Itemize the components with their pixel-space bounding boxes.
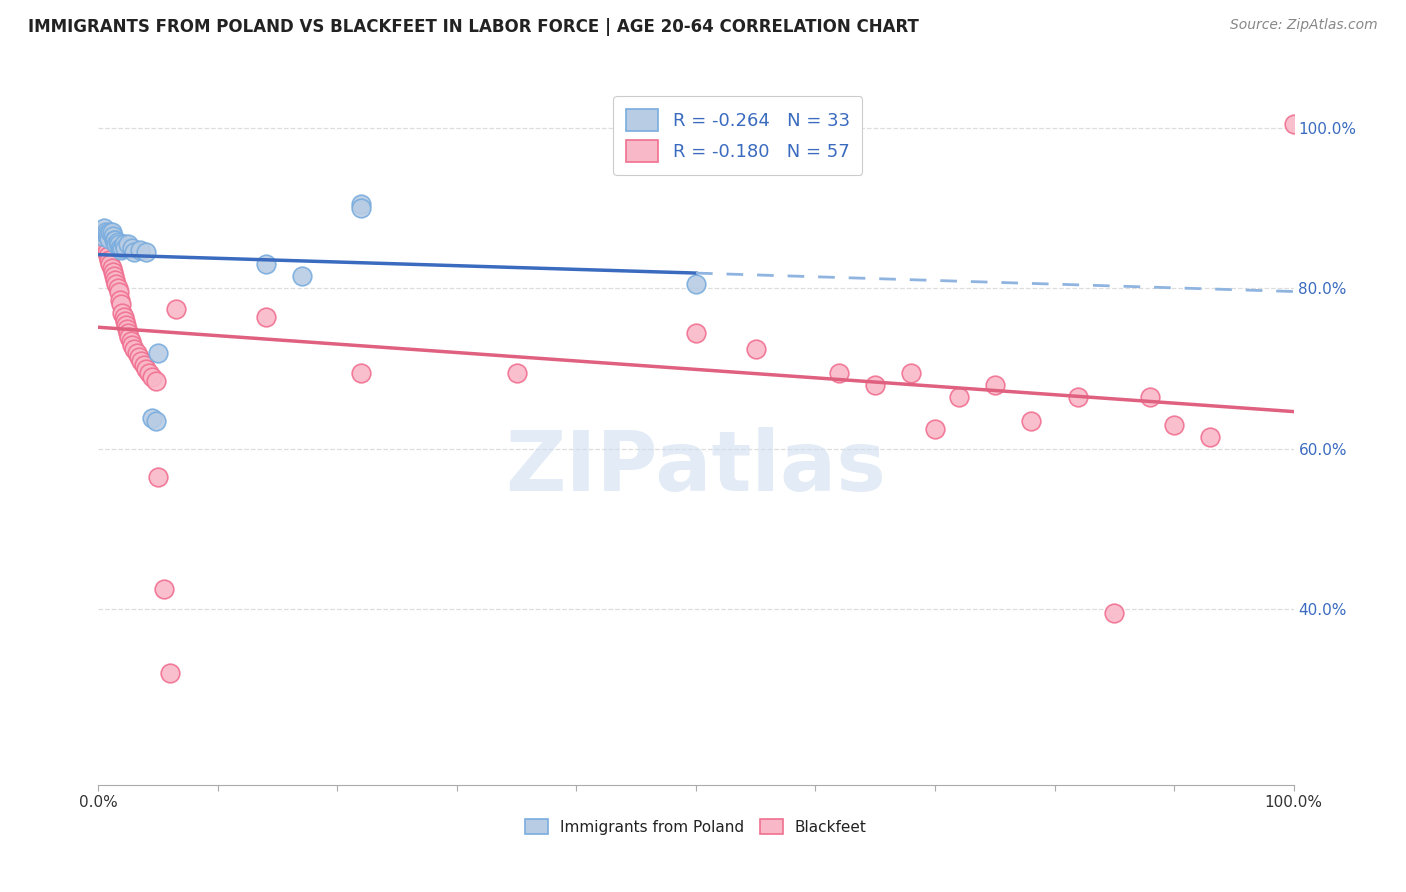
Point <box>93 237 115 252</box>
Point <box>105 237 128 252</box>
Point <box>1019 414 1042 428</box>
Point <box>98 257 122 271</box>
Point <box>101 265 124 279</box>
Point <box>129 243 152 257</box>
Point <box>350 202 373 216</box>
Point <box>145 374 167 388</box>
Point <box>104 273 127 287</box>
Point <box>112 237 135 252</box>
Legend: Immigrants from Poland, Blackfeet: Immigrants from Poland, Blackfeet <box>519 813 873 841</box>
Point <box>118 329 141 343</box>
Point <box>145 414 167 428</box>
Point <box>1067 390 1090 404</box>
Point <box>121 337 143 351</box>
Point <box>128 350 150 364</box>
Point <box>112 310 135 324</box>
Point <box>1199 429 1222 443</box>
Point <box>350 366 373 380</box>
Point <box>108 293 131 308</box>
Point <box>1139 390 1161 404</box>
Point <box>101 229 124 244</box>
Point <box>135 245 157 260</box>
Point <box>114 313 136 327</box>
Point <box>103 269 125 284</box>
Point <box>138 366 160 380</box>
Point <box>125 345 148 359</box>
Point <box>91 229 114 244</box>
Point <box>124 342 146 356</box>
Text: Source: ZipAtlas.com: Source: ZipAtlas.com <box>1230 18 1378 32</box>
Point <box>114 242 136 256</box>
Point <box>900 366 922 380</box>
Point <box>159 665 181 680</box>
Point <box>254 257 277 271</box>
Point <box>96 245 118 260</box>
Point <box>350 197 373 211</box>
Point <box>111 242 134 256</box>
Point <box>110 297 132 311</box>
Point <box>115 321 138 335</box>
Point <box>111 305 134 319</box>
Point <box>1282 117 1305 131</box>
Point <box>153 582 176 596</box>
Point <box>107 285 129 300</box>
Point <box>108 242 131 256</box>
Point <box>948 390 970 404</box>
Text: IMMIGRANTS FROM POLAND VS BLACKFEET IN LABOR FORCE | AGE 20-64 CORRELATION CHART: IMMIGRANTS FROM POLAND VS BLACKFEET IN L… <box>28 18 920 36</box>
Point <box>148 469 170 483</box>
Point <box>828 366 851 380</box>
Point <box>120 334 142 348</box>
Point <box>97 229 120 244</box>
Point <box>94 226 117 240</box>
Point <box>124 245 146 260</box>
Point <box>685 277 707 292</box>
Point <box>103 234 125 248</box>
Point <box>96 227 118 241</box>
Point <box>107 237 129 252</box>
Point <box>105 277 128 292</box>
Point <box>107 235 129 249</box>
Point <box>98 226 122 240</box>
Point <box>100 261 122 276</box>
Point <box>291 269 314 284</box>
Point <box>506 366 529 380</box>
Point <box>254 310 277 324</box>
Point <box>131 353 153 368</box>
Point <box>97 250 120 264</box>
Point <box>924 422 946 436</box>
Point <box>90 229 112 244</box>
Point <box>104 234 127 248</box>
Point <box>100 226 122 240</box>
Point <box>117 326 139 340</box>
Point <box>685 326 707 340</box>
Point <box>91 226 114 240</box>
Point <box>984 377 1007 392</box>
Point <box>91 234 114 248</box>
Point <box>135 361 157 376</box>
Point <box>115 318 138 332</box>
Point <box>745 342 768 356</box>
Point <box>98 232 121 246</box>
Point <box>1163 417 1185 432</box>
Point <box>1104 606 1126 620</box>
Point <box>110 243 132 257</box>
Point <box>94 242 117 256</box>
Point <box>165 301 187 316</box>
Point <box>141 369 163 384</box>
Point <box>93 221 115 235</box>
Point <box>121 242 143 256</box>
Text: ZIPatlas: ZIPatlas <box>506 427 886 508</box>
Point <box>107 281 129 295</box>
Point <box>132 358 155 372</box>
Point <box>148 345 170 359</box>
Point <box>117 237 139 252</box>
Point <box>141 411 163 425</box>
Point <box>865 377 887 392</box>
Point <box>98 253 121 268</box>
